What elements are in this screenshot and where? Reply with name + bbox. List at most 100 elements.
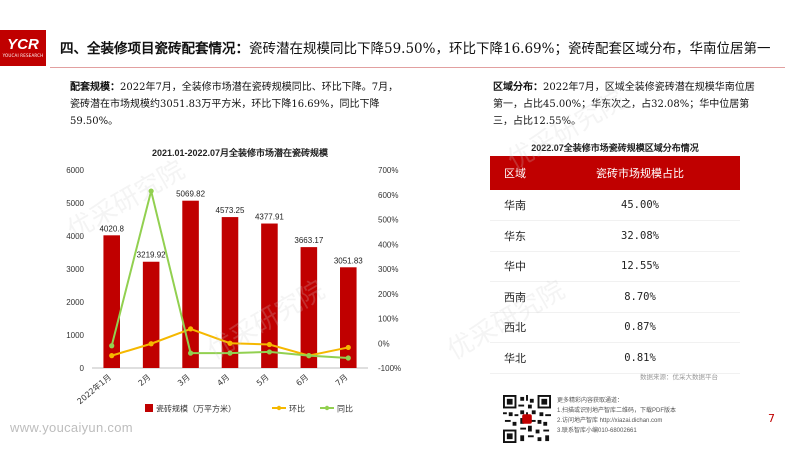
region-distribution-table: 区域 瓷砖市场规模占比 华南 45.00% 华东 32.08% 华中 12.55% 西… — [490, 156, 740, 374]
bar — [300, 247, 318, 368]
qr-info-line: 3.联系智库小编010-68002661 — [557, 428, 637, 434]
bar-data-label: 3219.92 — [137, 251, 166, 260]
logo-mark: YCR — [7, 36, 39, 53]
region-cell: 华南 — [490, 190, 540, 221]
series-point — [266, 341, 273, 348]
y-left-tick-label: 6000 — [66, 166, 84, 175]
site-url-link[interactable]: www.youcaiyun.com — [10, 420, 133, 435]
table-row: 华东 32.08% — [490, 220, 740, 252]
y-right-tick-label: 200% — [378, 290, 398, 299]
legend-swatch — [145, 404, 153, 412]
region-cell: 华东 — [490, 220, 540, 252]
series-point — [187, 350, 194, 356]
bar-data-label: 3051.83 — [334, 256, 363, 265]
data-source-note: 数据来源：优采大数据平台 — [640, 373, 718, 381]
y-left-tick-label: 2000 — [66, 298, 84, 307]
y-right-tick-label: 300% — [378, 265, 398, 274]
table-row: 华中 12.55% — [490, 251, 740, 282]
bar — [261, 223, 278, 368]
series-point — [345, 344, 351, 351]
x-tick-label: 5月 — [255, 373, 271, 388]
qr-info: 更多精彩内容获取通道： 1.扫描或识别地产智库二维码，下载PDF版本 2.访问地… — [557, 396, 676, 436]
y-left-tick-label: 1000 — [66, 331, 84, 340]
y-right-tick-label: 0% — [378, 339, 390, 348]
y-right-tick-label: 500% — [378, 216, 398, 225]
title-divider — [50, 67, 785, 68]
qr-info-line: 更多精彩内容获取通道： — [557, 398, 624, 404]
logo-subtitle: YOUCAI RESEARCH — [2, 53, 44, 58]
y-left-tick-label: 5000 — [66, 199, 84, 208]
region-paragraph-lead: 区域分布： — [493, 82, 543, 93]
series-point — [109, 353, 115, 359]
share-cell: 45.00% — [540, 190, 740, 221]
series-point — [306, 353, 312, 359]
share-cell: 12.55% — [540, 251, 740, 282]
table-row: 华南 45.00% — [490, 190, 740, 221]
legend-label: 环比 — [289, 404, 305, 414]
bar — [142, 261, 160, 368]
table-row: 华北 0.81% — [490, 342, 740, 374]
region-paragraph: 区域分布：2022年7月，区域全装修瓷砖潜在规模华南位居第一，占比45.00%；… — [493, 79, 755, 130]
bar-data-label: 4377.91 — [255, 213, 284, 222]
series-point — [148, 188, 154, 194]
bar-data-label: 5069.82 — [176, 190, 205, 199]
y-right-tick-label: 100% — [378, 315, 398, 324]
y-right-tick-label: 600% — [378, 191, 398, 200]
series-point — [227, 350, 233, 356]
x-tick-label: 6月 — [294, 373, 310, 388]
y-left-tick-label: 3000 — [66, 265, 84, 274]
qr-code-icon[interactable] — [503, 395, 551, 443]
table-header-share: 瓷砖市场规模占比 — [540, 156, 740, 190]
region-cell: 西北 — [490, 312, 540, 343]
table-header-region: 区域 — [490, 156, 540, 190]
y-left-tick-label: 4000 — [66, 232, 84, 241]
table-header-row: 区域 瓷砖市场规模占比 — [490, 156, 740, 190]
share-cell: 32.08% — [540, 220, 740, 252]
page-number: 7 — [768, 412, 775, 425]
bar-data-label: 4020.8 — [99, 224, 124, 233]
legend-swatch — [324, 405, 330, 411]
qr-info-line[interactable]: 2.访问地产智库 http://xiazai.dichan.com — [557, 418, 663, 424]
bar-data-label: 3663.17 — [294, 236, 323, 245]
page-title: 四、全装修项目瓷砖配套情况：瓷砖潜在规模同比下降59.50%，环比下降16.69… — [60, 37, 770, 57]
legend-label: 同比 — [337, 404, 353, 414]
legend-label: 瓷砖规模（万平方米） — [156, 404, 236, 414]
bar — [103, 235, 120, 368]
scale-paragraph: 配套规模：2022年7月，全装修市场潜在瓷砖规模同比、环比下降。7月，瓷砖潜在市… — [70, 79, 400, 130]
table-row: 西北 0.87% — [490, 312, 740, 343]
bar — [221, 217, 239, 368]
brand-logo: YCR YOUCAI RESEARCH — [0, 30, 46, 66]
y-right-tick-label: -100% — [378, 364, 401, 373]
series-point — [227, 340, 233, 346]
series-point — [345, 355, 351, 361]
x-tick-label: 7月 — [334, 373, 350, 388]
series-point — [266, 349, 273, 355]
scale-paragraph-lead: 配套规模： — [70, 82, 120, 93]
tile-scale-chart: 0 1000 2000 3000 4000 5000 6000 -100% 0% 100% 200%… — [66, 166, 401, 414]
table-title: 2022.07全装修市场瓷砖规模区域分布情况 — [531, 143, 699, 153]
region-cell: 华中 — [490, 251, 540, 282]
bar-data-label: 4573.25 — [216, 206, 245, 215]
share-cell: 0.87% — [540, 312, 740, 343]
series-point — [148, 341, 154, 347]
series-point — [109, 343, 115, 349]
series-point — [187, 326, 194, 332]
y-left-tick-label: 0 — [80, 364, 85, 373]
page-title-head: 四、全装修项目瓷砖配套情况： — [60, 41, 249, 57]
page-title-body: 瓷砖潜在规模同比下降59.50%，环比下降16.69%；瓷砖配套区域分布，华南位… — [249, 41, 771, 57]
region-paragraph-body: 2022年7月，区域全装修瓷砖潜在规模华南位居第一，占比45.00%；华东次之，… — [493, 82, 755, 127]
y-right-tick-label: 400% — [378, 240, 398, 249]
bar — [340, 267, 357, 368]
x-tick-label: 2月 — [137, 373, 153, 388]
bar — [182, 200, 199, 368]
chart-title: 2021.01-2022.07月全装修市场潜在瓷砖规模 — [151, 148, 329, 158]
share-cell: 0.81% — [540, 342, 740, 374]
region-cell: 华北 — [490, 342, 540, 374]
y-right-tick-label: 700% — [378, 166, 398, 175]
table-row: 西南 8.70% — [490, 281, 740, 313]
qr-info-line: 1.扫描或识别地产智库二维码，下载PDF版本 — [557, 408, 677, 414]
scale-paragraph-body: 2022年7月，全装修市场潜在瓷砖规模同比、环比下降。7月，瓷砖潜在市场规模约3… — [70, 82, 399, 127]
share-cell: 8.70% — [540, 281, 740, 313]
region-cell: 西南 — [490, 281, 540, 313]
legend-swatch — [276, 405, 282, 411]
